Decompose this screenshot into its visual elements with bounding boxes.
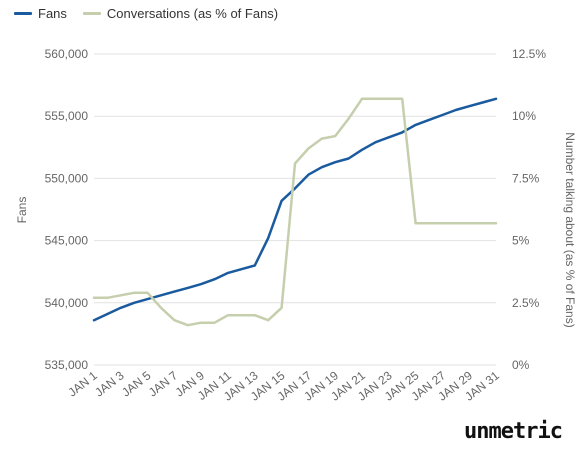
right-y-axis-title: Number talking about (as % of Fans) xyxy=(563,132,577,327)
left-y-tick: 545,000 xyxy=(45,234,89,248)
x-tick: JAN 1 xyxy=(65,368,100,399)
series-line-fans xyxy=(92,97,498,322)
legend-label-fans: Fans xyxy=(38,6,67,21)
right-y-tick-labels: 0% 2.5% 5% 7.5% 10% 12.5% xyxy=(512,47,546,372)
series-lines xyxy=(92,97,498,327)
x-tick: JAN 3 xyxy=(92,368,127,399)
legend: Fans Conversations (as % of Fans) xyxy=(14,6,294,21)
right-y-tick: 7.5% xyxy=(512,171,540,185)
conversations-swatch xyxy=(82,12,101,15)
legend-label-conversations: Conversations (as % of Fans) xyxy=(106,6,279,21)
brand-logo: unmetric xyxy=(464,419,563,444)
right-y-tick: 2.5% xyxy=(512,296,540,310)
left-y-tick: 540,000 xyxy=(45,296,89,310)
x-tick: JAN 7 xyxy=(146,368,181,399)
left-y-tick-labels: 535,000 540,000 545,000 550,000 555,000 560,0… xyxy=(45,47,89,372)
left-y-tick: 555,000 xyxy=(45,109,89,123)
right-y-tick: 5% xyxy=(512,234,530,248)
gridlines xyxy=(94,53,496,366)
right-y-tick: 12.5% xyxy=(512,47,546,61)
series-line-conversations xyxy=(92,97,498,327)
right-y-tick: 10% xyxy=(512,109,536,123)
left-y-tick: 535,000 xyxy=(45,358,89,372)
right-y-tick: 0% xyxy=(512,358,530,372)
legend-item-fans[interactable]: Fans xyxy=(14,6,67,21)
legend-item-conversations[interactable]: Conversations (as % of Fans) xyxy=(82,6,279,21)
fans-swatch xyxy=(14,12,32,15)
left-y-axis-title: Fans xyxy=(15,197,29,224)
x-tick: JAN 5 xyxy=(119,368,154,399)
left-y-tick: 550,000 xyxy=(45,171,89,185)
left-y-tick: 560,000 xyxy=(45,47,89,61)
